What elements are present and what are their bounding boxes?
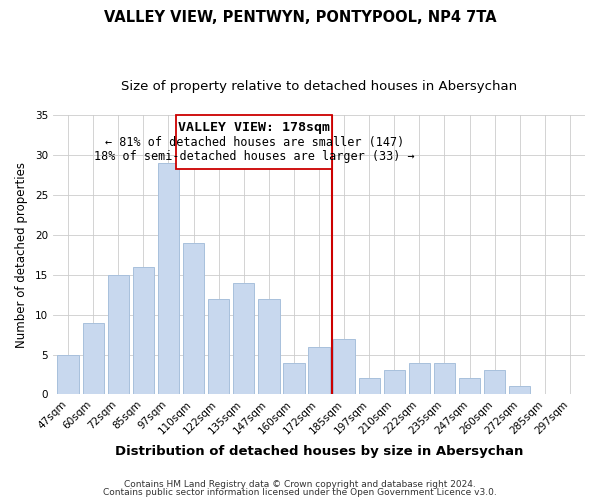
Bar — [308, 346, 329, 395]
Bar — [484, 370, 505, 394]
Bar — [158, 163, 179, 394]
Text: ← 81% of detached houses are smaller (147): ← 81% of detached houses are smaller (14… — [104, 136, 404, 149]
Bar — [434, 362, 455, 394]
Bar — [383, 370, 405, 394]
Y-axis label: Number of detached properties: Number of detached properties — [15, 162, 28, 348]
Text: VALLEY VIEW: 178sqm: VALLEY VIEW: 178sqm — [178, 122, 330, 134]
Bar — [459, 378, 480, 394]
Bar — [83, 322, 104, 394]
Bar — [359, 378, 380, 394]
Bar — [176, 115, 332, 170]
Bar — [107, 274, 129, 394]
Bar — [283, 362, 305, 394]
Bar — [509, 386, 530, 394]
Text: VALLEY VIEW, PENTWYN, PONTYPOOL, NP4 7TA: VALLEY VIEW, PENTWYN, PONTYPOOL, NP4 7TA — [104, 10, 496, 25]
X-axis label: Distribution of detached houses by size in Abersychan: Distribution of detached houses by size … — [115, 444, 523, 458]
Bar — [133, 266, 154, 394]
Title: Size of property relative to detached houses in Abersychan: Size of property relative to detached ho… — [121, 80, 517, 93]
Bar — [208, 298, 229, 394]
Text: 18% of semi-detached houses are larger (33) →: 18% of semi-detached houses are larger (… — [94, 150, 415, 163]
Bar — [58, 354, 79, 395]
Bar — [258, 298, 280, 394]
Bar — [233, 282, 254, 395]
Text: Contains HM Land Registry data © Crown copyright and database right 2024.: Contains HM Land Registry data © Crown c… — [124, 480, 476, 489]
Bar — [409, 362, 430, 394]
Bar — [183, 242, 204, 394]
Text: Contains public sector information licensed under the Open Government Licence v3: Contains public sector information licen… — [103, 488, 497, 497]
Bar — [334, 338, 355, 394]
